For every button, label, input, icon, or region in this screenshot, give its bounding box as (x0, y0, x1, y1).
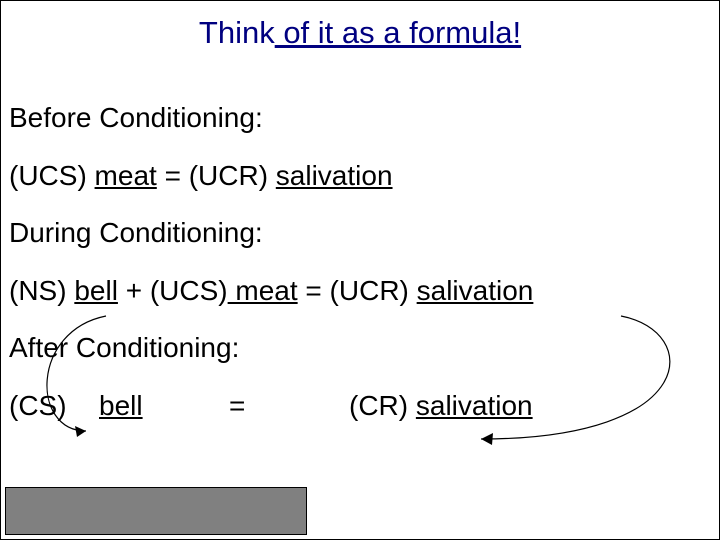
term-bell: bell (74, 275, 118, 306)
after-label: After Conditioning: (9, 331, 711, 365)
equals-sign: = (229, 389, 349, 423)
term-cs: (CS) (9, 389, 99, 423)
text: = (UCR) (298, 275, 417, 306)
text: (UCS) (9, 160, 95, 191)
slide-canvas: Think of it as a formula! Before Conditi… (0, 0, 720, 540)
before-label: Before Conditioning: (9, 101, 711, 135)
term-cr: (CR) salivation (349, 389, 533, 423)
text: = (UCR) (157, 160, 276, 191)
text: (CR) (349, 390, 416, 421)
during-label: During Conditioning: (9, 216, 711, 250)
term-salivation: salivation (416, 390, 533, 421)
footer-box (5, 487, 307, 535)
term-bell: bell (99, 389, 229, 423)
slide-title: Think of it as a formula! (1, 15, 719, 51)
term-meat: meat (228, 275, 298, 306)
after-formula: (CS) bell = (CR) salivation (9, 389, 711, 423)
term-salivation: salivation (417, 275, 534, 306)
before-formula: (UCS) meat = (UCR) salivation (9, 159, 711, 193)
text: (NS) (9, 275, 74, 306)
term-salivation: salivation (276, 160, 393, 191)
title-plain: Think (199, 15, 275, 50)
text: + (UCS) (118, 275, 228, 306)
slide-body: Before Conditioning: (UCS) meat = (UCR) … (9, 101, 711, 447)
title-underlined: of it as a formula! (275, 15, 521, 50)
term-meat: meat (95, 160, 157, 191)
during-formula: (NS) bell + (UCS) meat = (UCR) salivatio… (9, 274, 711, 308)
